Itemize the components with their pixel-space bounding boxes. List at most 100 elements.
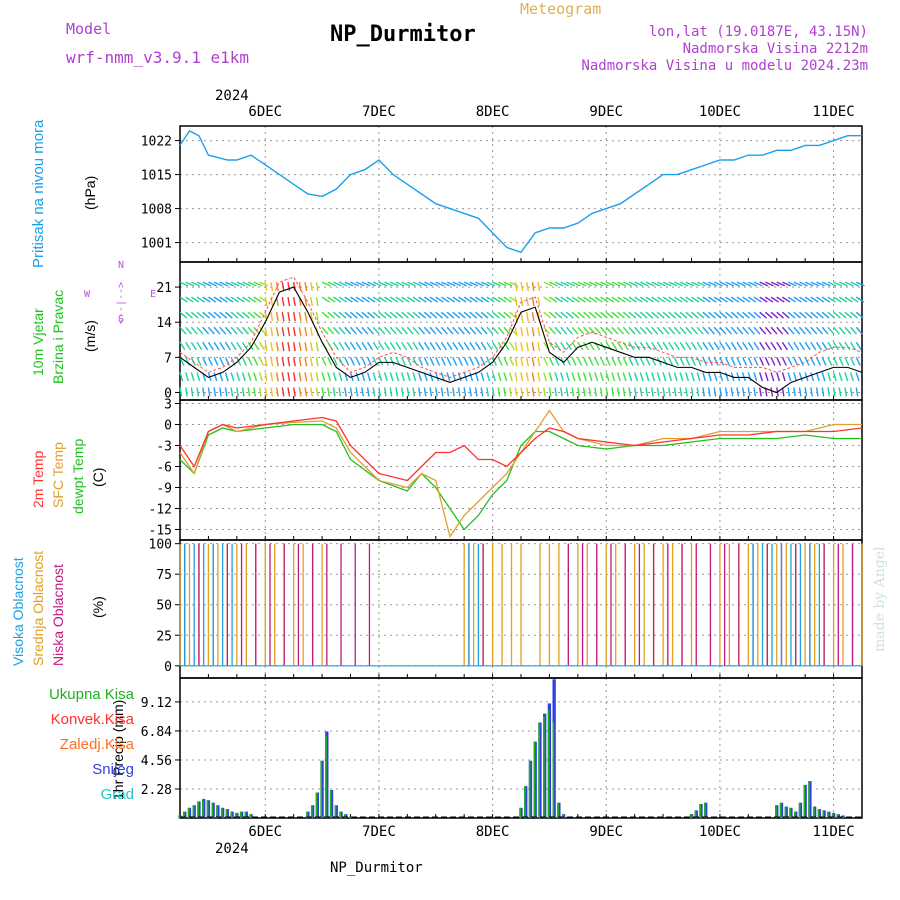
wind-arrow [764,372,769,382]
wind-arrow [474,372,479,382]
wind-arrow [492,296,501,303]
wind-arrow [196,326,204,335]
wind-arrow [190,296,200,303]
precip-ukupna-bar [533,741,536,818]
wind-arrow [838,311,847,319]
wind-arrow [452,387,455,397]
wind-arrow [401,357,407,366]
wind-arrow [275,342,279,352]
wind-arrow [287,297,291,307]
wind-arrow [412,281,422,287]
wind-arrow [730,357,736,366]
wind-arrow [441,296,450,303]
wind-arrow [185,296,194,303]
wind-arrow [571,357,577,366]
wind-arrow [435,357,441,366]
wind-arrow [367,281,377,287]
wind-arrow [713,372,718,382]
wind-arrow [525,327,529,337]
wind-arrow [525,297,529,307]
wind-arrow [537,372,541,382]
wind-arrow [332,311,341,319]
wind-arrow [730,326,738,335]
wind-arrow [821,296,831,303]
wind-arrow [781,341,788,351]
wind-arrow [554,281,564,287]
precip-ukupna-bar [817,809,820,818]
wind-arrow [708,296,717,303]
wind-arrow [253,296,262,303]
wind-arrow [850,281,860,287]
wind-arrow [384,341,391,351]
wind-arrow [446,387,450,397]
wind-arrow [469,357,475,366]
wind-arrow [287,387,291,397]
ytick-label-precip-1: 4.56 [141,754,172,769]
wind-arrow [748,281,757,287]
wind-arrow [418,296,427,303]
wind-arrow [554,326,562,335]
wind-arrow [816,311,824,319]
wind-arrow [816,281,825,287]
wind-arrow [690,357,696,366]
wind-arrow [537,387,541,397]
wind-arrow [634,281,644,287]
precip-ukupna-bar [334,805,337,818]
wind-arrow [310,327,313,337]
wind-arrow [514,342,518,352]
wind-arrow [190,311,199,319]
wind-arrow [452,296,461,303]
wind-arrow [696,357,702,366]
wind-arrow [566,296,575,303]
precip-ukupna-bar [178,815,180,818]
ytick-label-pressure-2: 1015 [141,169,172,184]
wind-arrow [344,281,354,287]
wind-arrow [213,357,219,366]
wind-arrow [219,296,228,303]
wind-arrow [776,311,785,319]
wind-arrow [690,341,697,351]
wind-arrow [236,372,241,382]
ytick-label-temp-3: -6 [156,461,172,476]
wind-arrow [190,372,195,382]
wind-arrow [452,281,462,287]
wind-arrow [457,357,463,366]
wind-arrow [770,296,779,303]
wind-arrow [679,372,684,382]
wind-arrow [275,312,279,322]
wind-arrow [332,341,339,351]
wind-arrow [429,281,439,287]
wind-arrow [690,372,695,382]
wind-arrow [560,341,567,351]
wind-arrow [742,341,749,351]
wind-arrow [406,387,410,397]
wind-arrow [787,341,794,351]
wind-arrow [793,326,801,335]
wind-arrow [633,387,637,397]
wind-arrow [224,372,229,382]
wind-arrow [333,281,342,287]
wind-arrow [560,296,569,303]
wind-arrow [486,387,489,397]
model-name: wrf-nmm_v3.9.1 e1km [66,48,250,67]
wind-arrow [424,296,433,303]
wind-arrow [429,372,434,382]
wind-arrow [383,387,387,397]
wind-arrow [196,341,203,351]
wind-arrow [475,296,484,303]
wind-arrow [491,387,495,397]
wind-arrow [832,341,840,351]
wind-arrow [332,387,336,397]
wind-arrow [639,341,646,351]
wind-arrow [378,387,382,397]
wind-arrow [475,311,483,319]
wind-arrow [605,311,614,319]
wind-arrow [628,341,635,351]
wind-arrow [423,326,431,335]
wind-arrow [804,341,811,351]
wind-arrow [696,281,706,287]
wind-arrow [781,326,789,335]
ytick-label-cloud-0: 0 [164,660,172,675]
wind-arrow [804,281,814,287]
year-top: 2024 [215,88,249,104]
